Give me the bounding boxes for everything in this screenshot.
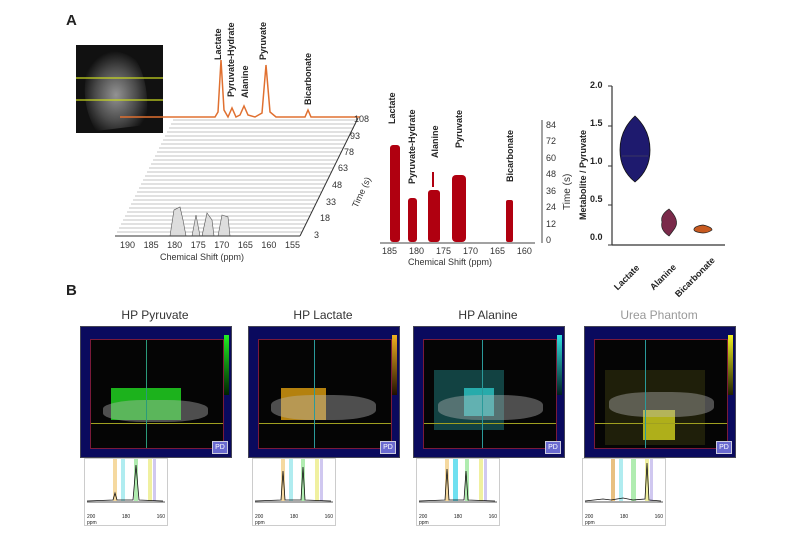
heatmap-label-pyruvate: Pyruvate (454, 109, 464, 148)
pd-button[interactable]: PD (380, 441, 396, 454)
x-tick: 155 (284, 240, 300, 250)
tick: 160 (324, 514, 333, 520)
spectrum-ticks: 200 180 160 (253, 514, 335, 520)
tick: 180 (453, 514, 463, 520)
y-tick: 12 (546, 218, 557, 229)
violin-plot: 2.0 1.5 1.0 0.5 0.0 Metabolite / Pyruvat… (560, 70, 740, 299)
mri-panel-urea-phantom: Urea Phantom PD (584, 308, 739, 458)
mri-panel-pyruvate: HP Pyruvate PD (80, 308, 235, 458)
time-tick: 18 (320, 213, 331, 223)
time-tick: 78 (344, 147, 355, 157)
x-tick: 170 (214, 240, 230, 250)
mri-title: Urea Phantom (620, 308, 698, 322)
tick: 160 (156, 514, 165, 520)
spectrum-ticks: 200 180 160 (583, 514, 665, 520)
x-tick: 180 (408, 246, 425, 256)
y-tick: 84 (546, 120, 557, 130)
spectrum-ticks: 200 180 160 (85, 514, 167, 520)
heatmap-x-ticks: 185 180 175 170 165 160 (382, 246, 532, 256)
tick: 200 (87, 514, 96, 520)
tick: 180 (619, 514, 629, 520)
tick: 180 (289, 514, 299, 520)
x-tick: 175 (435, 246, 451, 256)
x-tick: 190 (120, 240, 136, 250)
x-axis-ticks: 190 185 180 175 170 165 160 155 (120, 240, 300, 250)
mri-panel-alanine: HP Alanine PD (413, 308, 568, 458)
time-tick: 48 (332, 180, 343, 190)
peak-label-alanine: Alanine (240, 65, 250, 98)
x-tick: 165 (489, 246, 505, 256)
spectrum-inset-lactate: 200 180 160 ppm (252, 458, 336, 526)
heatmap-label-bicarbonate: Bicarbonate (505, 129, 515, 182)
time-tick: 33 (326, 197, 337, 207)
spectrum-ticks: 200 180 160 (417, 514, 499, 520)
pd-button[interactable]: PD (212, 441, 228, 454)
x-tick: 185 (382, 246, 398, 256)
y-tick: 36 (546, 185, 557, 196)
x-tick: 175 (190, 240, 206, 250)
tick: 200 (585, 514, 594, 520)
x-axis-label: Chemical Shift (ppm) (160, 252, 245, 262)
time-tick: 63 (338, 163, 349, 173)
x-tick: 165 (237, 240, 253, 250)
y-tick: 1.0 (590, 156, 603, 166)
y-tick: 60 (546, 152, 557, 163)
heatmap-label-pyruvate-hydrate: Pyruvate-Hydrate (407, 109, 417, 184)
spectrum-inset-pyruvate: 200 180 160 ppm (84, 458, 168, 526)
pd-button[interactable]: PD (545, 441, 561, 454)
tick: 200 (419, 514, 428, 520)
x-tick: 185 (143, 240, 159, 250)
pd-button[interactable]: PD (716, 441, 732, 454)
y-tick: 48 (546, 169, 557, 180)
tick: 180 (121, 514, 131, 520)
tick: 160 (488, 514, 497, 520)
peak-label-pyruvate-hydrate: Pyruvate-Hydrate (226, 22, 236, 97)
peak-label-bicarbonate: Bicarbonate (303, 52, 313, 105)
y-tick: 0.5 (590, 194, 603, 204)
peak-label-lactate: Lactate (213, 28, 223, 60)
spectrum-unit: ppm (419, 520, 429, 526)
panel-a-label: A (66, 12, 77, 29)
tick: 200 (255, 514, 264, 520)
y-tick: 24 (546, 202, 557, 213)
mri-title: HP Pyruvate (121, 308, 189, 322)
violin-y-label: Metabolite / Pyruvate (578, 129, 588, 220)
heatmap-y-ticks: 84 72 60 48 36 24 12 0 (546, 120, 556, 245)
x-tick: 170 (462, 246, 478, 256)
x-tick: 180 (167, 240, 183, 250)
heatmap-label-lactate: Lactate (387, 92, 397, 124)
y-tick: 0 (546, 234, 552, 245)
mri-title: HP Lactate (293, 308, 353, 322)
violin-y-ticks: 2.0 1.5 1.0 0.5 0.0 (590, 80, 603, 242)
y-tick: 0.0 (590, 232, 603, 242)
spectrum-unit: ppm (255, 520, 265, 526)
time-tick: 108 (354, 114, 370, 124)
mri-panel-lactate: HP Lactate PD (248, 308, 403, 458)
x-tick: 160 (516, 246, 532, 256)
mri-title: HP Alanine (458, 308, 518, 322)
heatmap-x-label: Chemical Shift (ppm) (408, 257, 493, 267)
time-tick: 93 (350, 131, 361, 141)
spectrum-unit: ppm (87, 520, 97, 526)
stacked-spectra-plot: Lactate Pyruvate-Hydrate Alanine Pyruvat… (110, 20, 373, 280)
y-tick: 1.5 (590, 118, 603, 128)
peak-label-pyruvate: Pyruvate (258, 21, 268, 60)
panel-b-label: B (66, 282, 77, 299)
y-tick: 72 (546, 136, 557, 147)
x-tick: 160 (261, 240, 277, 250)
spectrum-inset-urea: 200 180 160 ppm (582, 458, 666, 526)
spectrum-inset-alanine: 200 180 160 ppm (416, 458, 500, 526)
tick: 160 (654, 514, 663, 520)
heatmap-label-alanine: Alanine (430, 125, 440, 158)
mri-thumbnail (76, 45, 163, 133)
spectrum-unit: ppm (585, 520, 595, 526)
metabolite-heatmap: Lactate Pyruvate-Hydrate Alanine Pyruvat… (370, 80, 573, 270)
time-tick: 3 (314, 230, 320, 240)
y-tick: 2.0 (590, 80, 603, 90)
